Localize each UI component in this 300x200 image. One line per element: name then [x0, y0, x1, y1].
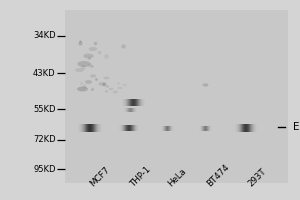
- Text: 293T: 293T: [246, 166, 268, 188]
- Text: 34KD: 34KD: [33, 31, 56, 40]
- Ellipse shape: [85, 80, 92, 84]
- Text: HeLa: HeLa: [167, 166, 188, 188]
- Ellipse shape: [98, 82, 106, 86]
- Text: 43KD: 43KD: [33, 68, 56, 77]
- Text: THP-1: THP-1: [129, 164, 153, 188]
- Ellipse shape: [89, 47, 97, 51]
- Text: MCF7: MCF7: [88, 165, 112, 188]
- Text: BT474: BT474: [206, 162, 232, 188]
- Ellipse shape: [109, 88, 113, 90]
- Ellipse shape: [90, 74, 96, 78]
- Bar: [64, 10, 288, 183]
- Ellipse shape: [77, 87, 88, 91]
- Text: 95KD: 95KD: [33, 164, 56, 173]
- Ellipse shape: [75, 68, 84, 72]
- Ellipse shape: [77, 61, 91, 67]
- Ellipse shape: [202, 83, 208, 87]
- Ellipse shape: [118, 87, 122, 89]
- Text: ERG: ERG: [292, 122, 300, 132]
- Text: 72KD: 72KD: [33, 136, 56, 144]
- Ellipse shape: [103, 77, 109, 79]
- Ellipse shape: [113, 91, 118, 93]
- Ellipse shape: [122, 84, 127, 86]
- Ellipse shape: [83, 54, 94, 58]
- Text: 55KD: 55KD: [33, 104, 56, 114]
